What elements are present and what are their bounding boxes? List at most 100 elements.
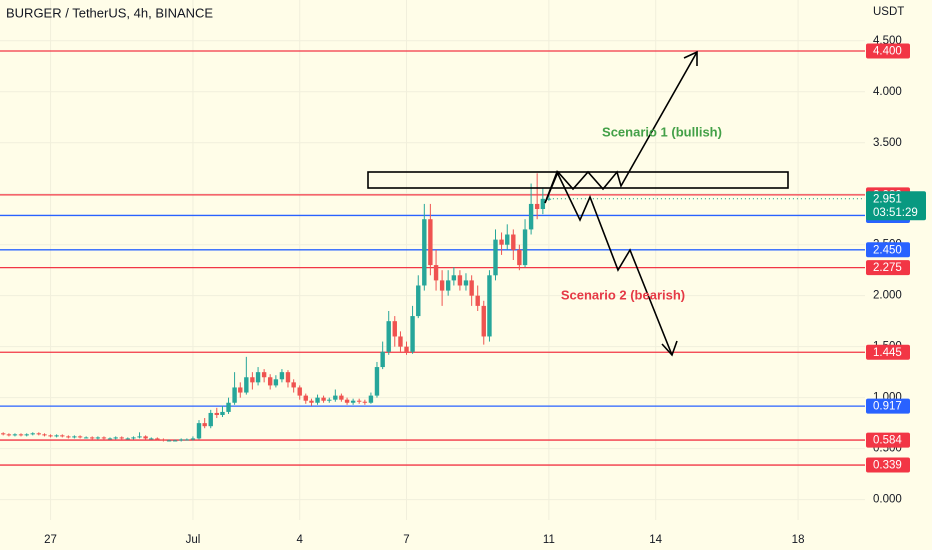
countdown-label: 03:51:29: [873, 207, 918, 219]
candle-body: [285, 372, 291, 383]
candle-body: [309, 400, 314, 403]
candle-body: [24, 434, 29, 436]
candle-body: [244, 377, 249, 393]
candle-body: [445, 280, 451, 291]
candle-body: [475, 295, 480, 306]
currency-label: USDT: [873, 6, 904, 18]
candle-body: [528, 203, 534, 230]
candle-body: [368, 395, 374, 403]
candle-body: [428, 219, 433, 266]
candle-body: [178, 439, 184, 441]
candle-body: [315, 397, 320, 403]
level-label-box: [866, 260, 910, 276]
candle-body: [214, 412, 219, 415]
candle-body: [297, 387, 302, 396]
y-tick-label: 4.000: [873, 86, 902, 98]
candle-body: [6, 434, 12, 436]
candle-body: [339, 395, 344, 400]
candle-body: [172, 440, 178, 442]
candle-body: [143, 436, 148, 439]
candle-body: [95, 437, 101, 439]
candle-body: [463, 280, 469, 286]
candle-body: [344, 399, 350, 403]
candle-body: [517, 249, 522, 266]
chart-title: BURGER / TetherUS, 4h, BINANCE: [6, 5, 213, 20]
candle-body: [350, 400, 356, 403]
bullish-arrowhead: [683, 50, 698, 66]
candle-body: [380, 351, 385, 368]
candle-body: [202, 423, 207, 427]
level-label-box: [866, 457, 910, 473]
x-tick-label: 14: [649, 534, 662, 546]
candle-body: [356, 400, 362, 402]
candle-body: [166, 440, 172, 442]
candle-body: [410, 316, 415, 352]
candle-body: [333, 395, 338, 400]
grid: [0, 0, 865, 520]
candle-body: [511, 234, 516, 250]
candle-body: [469, 280, 474, 296]
candle-body: [18, 434, 24, 436]
candle-body: [1, 433, 6, 435]
candle-body: [439, 280, 445, 291]
candle-body: [220, 411, 225, 415]
last-price-box: [866, 191, 926, 221]
annotation: Scenario 1 (bullish): [602, 124, 722, 139]
bullish-path: [544, 51, 698, 204]
candle-body: [89, 437, 95, 439]
candle-body: [457, 275, 463, 286]
candle-body: [540, 198, 546, 210]
candle-body: [119, 437, 124, 439]
candle-body: [374, 367, 380, 396]
candle-body: [493, 239, 498, 276]
level-label-box: [866, 432, 910, 448]
candle-body: [522, 229, 528, 266]
candle-body: [125, 438, 130, 440]
level-label: 4.400: [873, 46, 902, 58]
candle-body: [499, 239, 504, 245]
candle-body: [273, 379, 279, 386]
candle-body: [546, 198, 552, 200]
candle-body: [267, 377, 273, 386]
candle-body: [101, 437, 107, 439]
candles: [1, 173, 552, 442]
candle-body: [232, 387, 237, 403]
candle-body: [161, 439, 166, 441]
candle-body: [386, 321, 391, 352]
candle-body: [250, 377, 255, 383]
x-tick-label: 4: [297, 534, 304, 546]
x-tick-label: Jul: [186, 534, 201, 546]
candle-body: [48, 435, 53, 437]
drawings: [367, 50, 789, 357]
candle-body: [155, 438, 160, 440]
level-label: 0.584: [873, 435, 902, 447]
level-label-box: [866, 43, 910, 59]
candle-body: [505, 234, 510, 245]
axes: 0.0000.5001.0001.5002.0002.5003.0003.500…: [44, 35, 926, 546]
candle-body: [226, 402, 231, 412]
level-label: 0.917: [873, 401, 902, 413]
candle-body: [42, 434, 47, 436]
candle-body: [77, 436, 83, 438]
candle-body: [481, 305, 486, 337]
candle-body: [451, 275, 457, 281]
candle-body: [107, 438, 113, 440]
candle-body: [72, 436, 77, 438]
candle-body: [113, 437, 118, 439]
level-label: 0.339: [873, 460, 902, 472]
candle-body: [261, 372, 267, 378]
candle-body: [196, 423, 202, 439]
candle-body: [327, 399, 332, 401]
y-tick-label: 3.500: [873, 137, 902, 149]
candle-body: [66, 436, 71, 438]
candle-body: [416, 285, 421, 317]
level-label-box: [866, 242, 910, 258]
candle-body: [487, 275, 492, 337]
candle-body: [190, 438, 196, 440]
candle-body: [54, 435, 59, 437]
candle-body: [422, 219, 427, 286]
level-label: 1.445: [873, 347, 902, 359]
candle-body: [149, 438, 154, 440]
candle-body: [291, 382, 296, 388]
